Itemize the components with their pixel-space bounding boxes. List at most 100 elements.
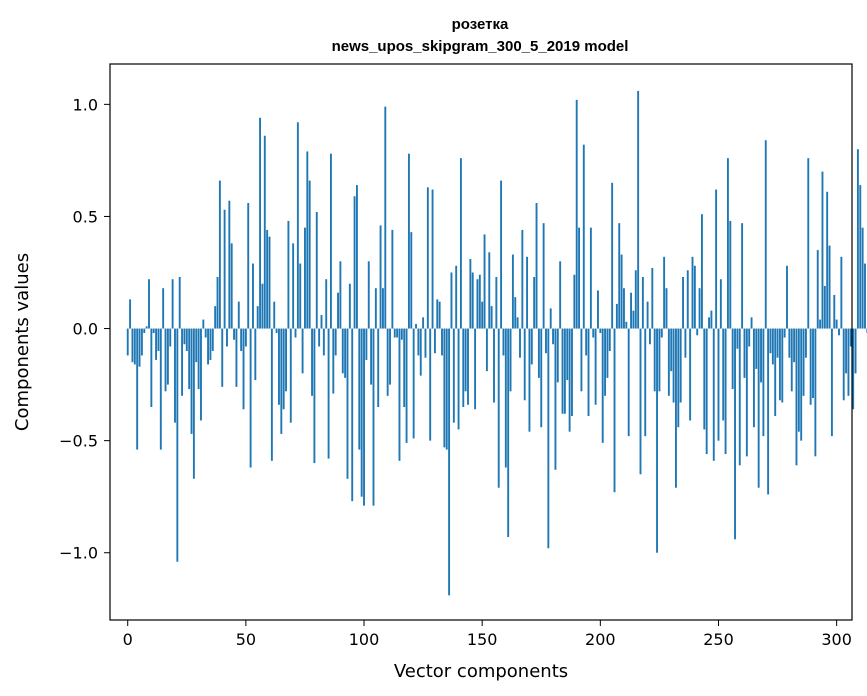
bar [294, 328, 297, 338]
bar [828, 245, 831, 329]
x-tick-label: 150 [467, 630, 498, 649]
bar [296, 122, 299, 329]
bar [715, 189, 718, 329]
bar [426, 187, 429, 329]
bar [849, 328, 852, 347]
bar [230, 243, 233, 329]
y-tick-label: 0.5 [73, 207, 98, 226]
bar [169, 328, 172, 347]
bar [698, 288, 701, 329]
bar [507, 328, 510, 538]
bar [474, 328, 477, 410]
bar [686, 270, 689, 329]
bar [816, 250, 819, 329]
bar [646, 301, 649, 329]
bar [859, 185, 862, 329]
bar [374, 288, 377, 329]
bar [410, 232, 413, 329]
y-axis-label: Components values [12, 253, 33, 431]
bar [632, 310, 635, 329]
bar [176, 328, 179, 562]
y-tick-label: −0.5 [59, 432, 98, 451]
bar [301, 328, 304, 374]
chart-subtitle: news_upos_skipgram_300_5_2019 model [332, 38, 629, 55]
bar [306, 151, 309, 329]
bar [242, 328, 245, 410]
bar [202, 319, 205, 329]
bar [370, 328, 373, 385]
bar [530, 328, 533, 365]
bar [318, 328, 321, 347]
bar [178, 276, 181, 329]
bar [143, 328, 146, 334]
bar [244, 328, 247, 347]
bar [348, 283, 351, 329]
bar [304, 227, 306, 329]
bar [682, 276, 684, 329]
bar [268, 236, 271, 329]
bar [519, 328, 521, 358]
bar [559, 261, 562, 329]
bar [209, 328, 212, 360]
bar [812, 328, 814, 399]
bar [358, 328, 361, 450]
bar [289, 328, 292, 423]
bar [396, 328, 399, 338]
bar [717, 328, 720, 441]
bar [833, 294, 836, 329]
bar [615, 303, 618, 329]
bar [476, 279, 479, 329]
bar [407, 153, 410, 329]
bar [738, 328, 741, 466]
bar [712, 328, 715, 461]
bar [719, 279, 722, 329]
bar [771, 328, 774, 365]
bar [842, 328, 845, 401]
bar [620, 254, 623, 329]
y-tick-label: 1.0 [73, 95, 98, 114]
bar [573, 274, 576, 329]
bar [164, 328, 167, 392]
x-axis-label: Vector components [394, 661, 568, 682]
bar [216, 276, 219, 329]
bar [786, 265, 788, 329]
bar [455, 265, 458, 329]
bar [471, 272, 474, 329]
x-tick-label: 100 [349, 630, 380, 649]
bar [800, 328, 803, 441]
bar [660, 328, 663, 338]
bar [667, 328, 670, 396]
bar [601, 328, 604, 443]
bar [556, 328, 559, 383]
bar [755, 328, 758, 369]
bar [523, 328, 526, 401]
bar [398, 328, 401, 461]
bar [781, 328, 784, 403]
bar [554, 328, 557, 470]
bar [776, 328, 779, 358]
bar [649, 328, 651, 345]
bar [696, 328, 699, 336]
bar [436, 299, 439, 329]
bar [346, 328, 349, 479]
bar [452, 328, 455, 423]
bar [804, 328, 807, 358]
bar [273, 301, 276, 329]
bar [384, 106, 387, 329]
bar [174, 328, 176, 423]
bar [639, 328, 642, 475]
bar [826, 191, 829, 329]
bar [129, 299, 132, 329]
bar [259, 117, 261, 329]
bar [140, 328, 143, 356]
bar [386, 328, 389, 396]
bar [339, 261, 342, 329]
bar [568, 328, 571, 432]
bar [528, 328, 531, 432]
bar [341, 328, 344, 374]
bar [256, 306, 259, 329]
plot-frame [109, 63, 853, 621]
bar [722, 328, 725, 421]
x-tick-label: 250 [703, 630, 734, 649]
bar [211, 328, 214, 351]
